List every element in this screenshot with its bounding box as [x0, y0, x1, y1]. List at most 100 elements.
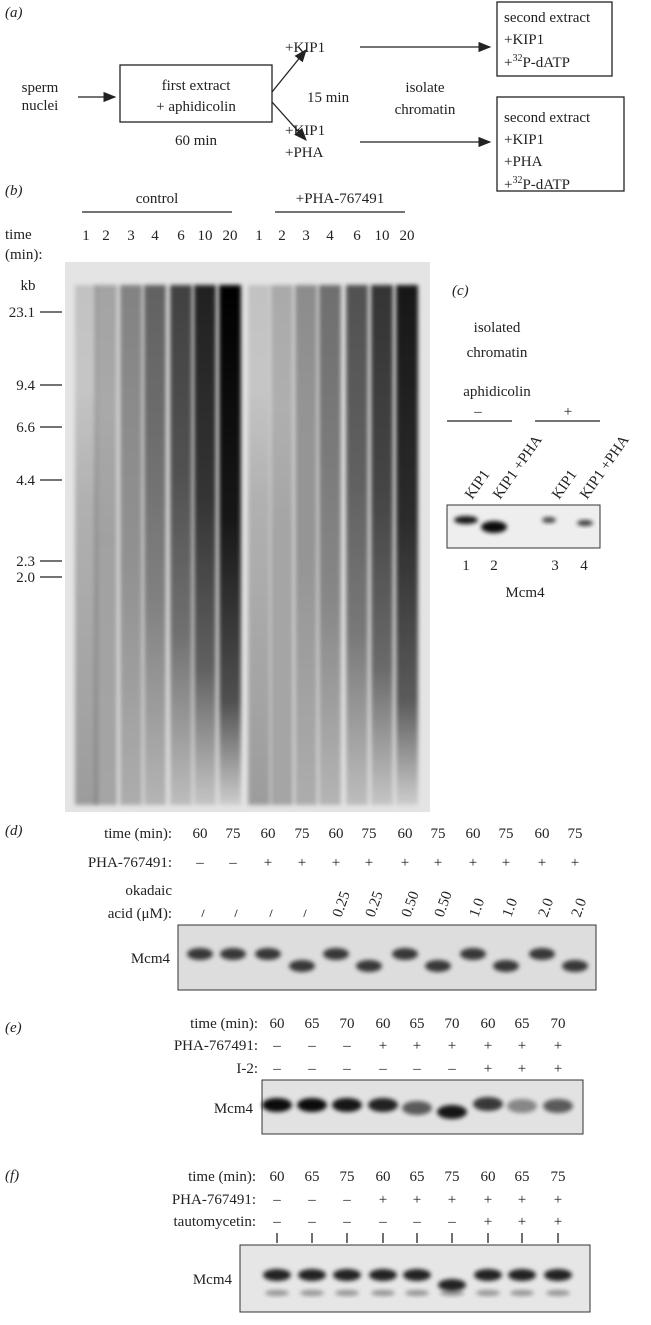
band [333, 1269, 361, 1281]
lane-label: 3 [302, 228, 310, 244]
time-value: 60 [270, 1016, 285, 1032]
smear [396, 285, 418, 805]
band [392, 948, 418, 960]
row-label: I-2: [236, 1061, 258, 1077]
time-value: 75 [445, 1169, 460, 1185]
scheme-text: first extract [162, 78, 232, 94]
sign: + [502, 855, 510, 871]
time-value: 60 [376, 1169, 391, 1185]
group-label: control [136, 191, 179, 207]
scheme-text: 15 min [307, 90, 350, 106]
concentration: 0.25 [363, 889, 387, 919]
band [546, 1290, 570, 1296]
size-marker: 2.0 [16, 570, 35, 586]
scheme-text: +32P-dATP [504, 53, 570, 71]
band [263, 1269, 291, 1281]
band [255, 948, 281, 960]
sign: + [484, 1192, 492, 1208]
band [510, 1290, 534, 1296]
scheme-text: second extract [504, 110, 591, 126]
size-marker: 4.4 [16, 473, 35, 489]
concentration: – [295, 906, 313, 920]
scheme-text: +PHA [504, 154, 543, 170]
sign: + [518, 1061, 526, 1077]
band [369, 1269, 397, 1281]
sign: – [307, 1038, 316, 1054]
lane-number: 1 [462, 558, 470, 574]
row-label: acid (μM): [108, 906, 172, 922]
scheme-text: +PHA [285, 145, 324, 161]
scheme-text: +KIP1 [504, 32, 544, 48]
size-marker: 2.3 [16, 554, 35, 570]
band [425, 960, 451, 972]
band [323, 948, 349, 960]
row-label: time (min): [190, 1016, 258, 1032]
sign: – [378, 1214, 387, 1230]
scheme-text: 60 min [175, 133, 218, 149]
time-value: 65 [515, 1169, 530, 1185]
sign: + [571, 855, 579, 871]
lane-label: 2 [278, 228, 286, 244]
panel-label: (b) [5, 183, 23, 199]
sign: + [469, 855, 477, 871]
protein-label: Mcm4 [131, 951, 171, 967]
isotope-part: 32 [512, 53, 522, 64]
sign: – [412, 1061, 421, 1077]
concentration: 2.0 [569, 896, 590, 919]
band [289, 960, 315, 972]
time-value: 75 [340, 1169, 355, 1185]
time-value: 60 [398, 826, 413, 842]
lane-label: 20 [223, 228, 238, 244]
band [371, 1290, 395, 1296]
lane-label: KIP1 [462, 467, 493, 502]
band [298, 1269, 326, 1281]
sign: – [342, 1214, 351, 1230]
time-value: 75 [295, 826, 310, 842]
axis-label: time [5, 227, 32, 243]
scheme-text: +32P-dATP [504, 175, 570, 193]
scheme-text: nuclei [22, 98, 59, 114]
lane-label: 6 [353, 228, 361, 244]
smear [95, 285, 117, 805]
band [300, 1290, 324, 1296]
smear [371, 285, 393, 805]
band [543, 1099, 573, 1113]
smear [319, 285, 341, 805]
sign: + [518, 1214, 526, 1230]
lane-label: 4 [326, 228, 334, 244]
band [454, 516, 478, 524]
sign: – [473, 404, 482, 420]
smear [120, 285, 142, 805]
smear [144, 285, 166, 805]
time-value: 60 [466, 826, 481, 842]
panel-label: (a) [5, 5, 23, 21]
sign: + [448, 1192, 456, 1208]
lane-label: KIP1 +PHA [577, 432, 633, 502]
smear [271, 285, 293, 805]
band [187, 948, 213, 960]
time-value: 70 [551, 1016, 566, 1032]
scheme-text: chromatin [395, 102, 456, 118]
sign: – [228, 855, 237, 871]
sign: + [413, 1192, 421, 1208]
band [437, 1105, 467, 1119]
scheme-text: sperm [22, 80, 59, 96]
concentration: 2.0 [536, 896, 557, 919]
row-label: okadaic [125, 883, 172, 899]
sign: + [484, 1214, 492, 1230]
time-value: 60 [193, 826, 208, 842]
band [402, 1101, 432, 1115]
protein-label: Mcm4 [505, 585, 545, 601]
sign: + [554, 1038, 562, 1054]
sign: – [412, 1214, 421, 1230]
lane-label: 2 [102, 228, 110, 244]
time-value: 65 [410, 1169, 425, 1185]
sign: + [298, 855, 306, 871]
scheme-text: +KIP1 [285, 40, 325, 56]
sign: – [342, 1038, 351, 1054]
sign: – [447, 1061, 456, 1077]
sign: + [484, 1038, 492, 1054]
band [562, 960, 588, 972]
time-value: 70 [445, 1016, 460, 1032]
